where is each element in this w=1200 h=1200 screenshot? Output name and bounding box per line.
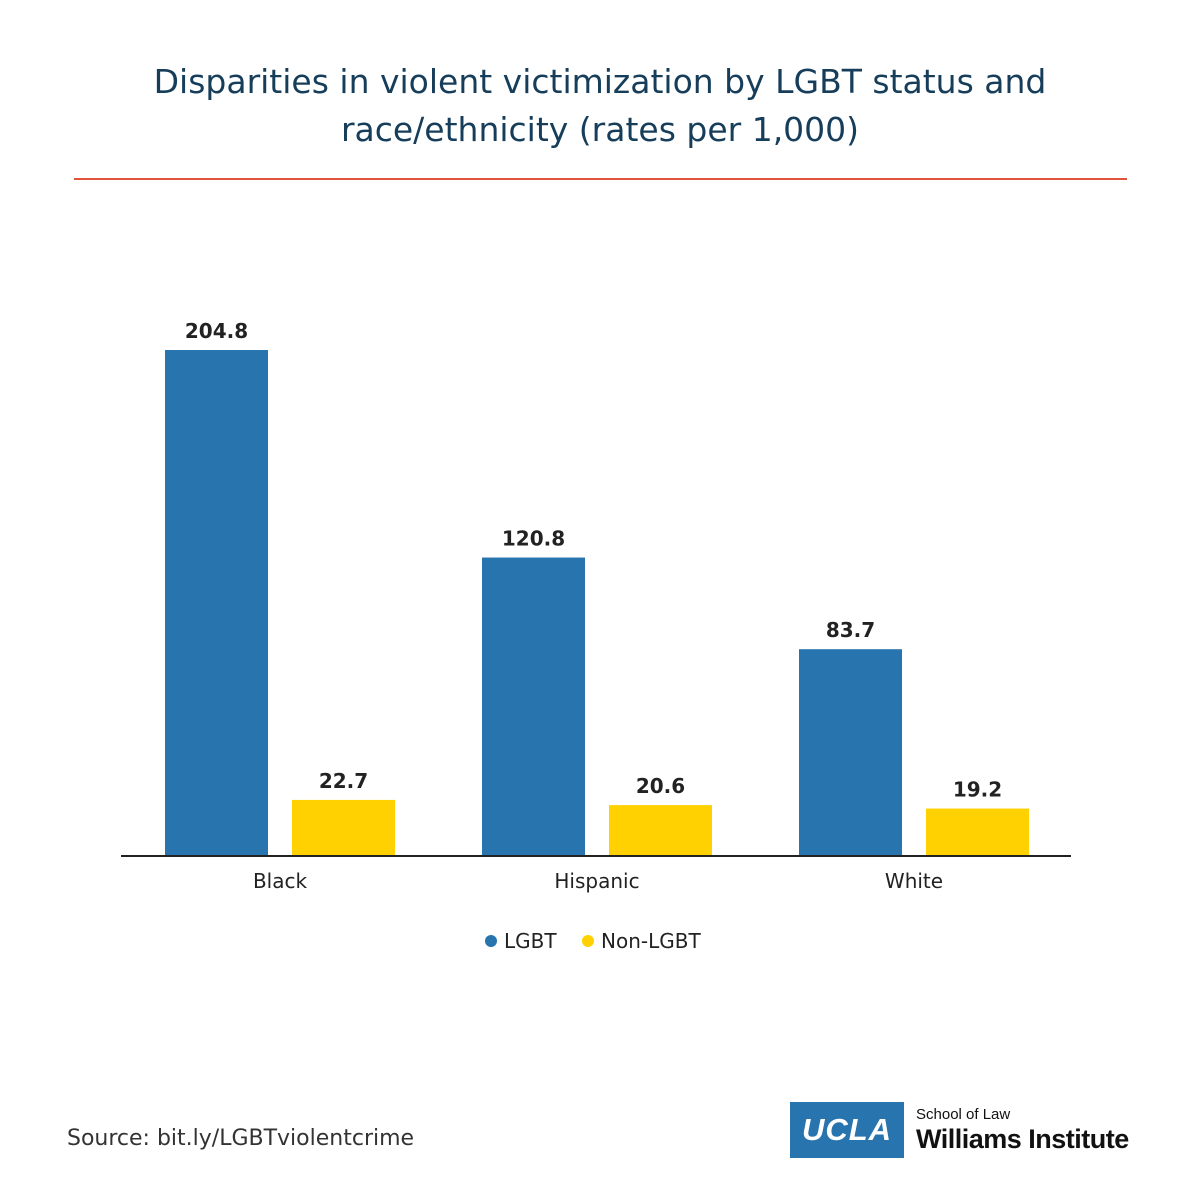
bar-hispanic-non-lgbt (609, 805, 712, 856)
legend-label-non-lgbt: Non-LGBT (601, 929, 701, 953)
bar-white-lgbt (799, 649, 902, 856)
chart-title: Disparities in violent victimization by … (60, 58, 1140, 154)
chart-title-line-2: race/ethnicity (rates per 1,000) (340, 110, 860, 149)
legend-label-lgbt: LGBT (504, 929, 557, 953)
data-label-hispanic-lgbt: 120.8 (502, 527, 565, 551)
source-note: Source: bit.ly/LGBTviolentcrime (67, 1126, 415, 1151)
bar-white-non-lgbt (926, 808, 1029, 856)
bar-black-lgbt (165, 350, 268, 856)
legend-marker-lgbt (485, 935, 497, 947)
x-tick-label-white: White (885, 869, 943, 893)
logo-box: UCLA (790, 1102, 904, 1158)
chart-title-line-1: Disparities in violent victimization by … (153, 62, 1047, 101)
bar-black-non-lgbt (292, 799, 395, 856)
data-label-hispanic-non-lgbt: 20.6 (636, 774, 685, 798)
logo-title: Williams Institute (916, 1124, 1129, 1154)
data-label-black-lgbt: 204.8 (185, 319, 248, 343)
logo-subtitle: School of Law (916, 1106, 1011, 1123)
x-tick-label-black: Black (253, 869, 308, 893)
data-label-black-non-lgbt: 22.7 (319, 769, 368, 793)
title-divider (74, 178, 1127, 180)
logo-text: School of Law Williams Institute (916, 1106, 1129, 1154)
data-label-white-lgbt: 83.7 (826, 618, 875, 642)
data-label-white-non-lgbt: 19.2 (953, 778, 1002, 802)
ucla-williams-logo: UCLA School of Law Williams Institute (790, 1102, 1129, 1158)
bar-hispanic-lgbt (482, 557, 585, 856)
bar-chart: 204.8 22.7 Black 120.8 20.6 Hispanic 83.7 19.2 W… (121, 319, 1071, 953)
legend-marker-non-lgbt (582, 935, 594, 947)
x-tick-label-hispanic: Hispanic (554, 869, 639, 893)
